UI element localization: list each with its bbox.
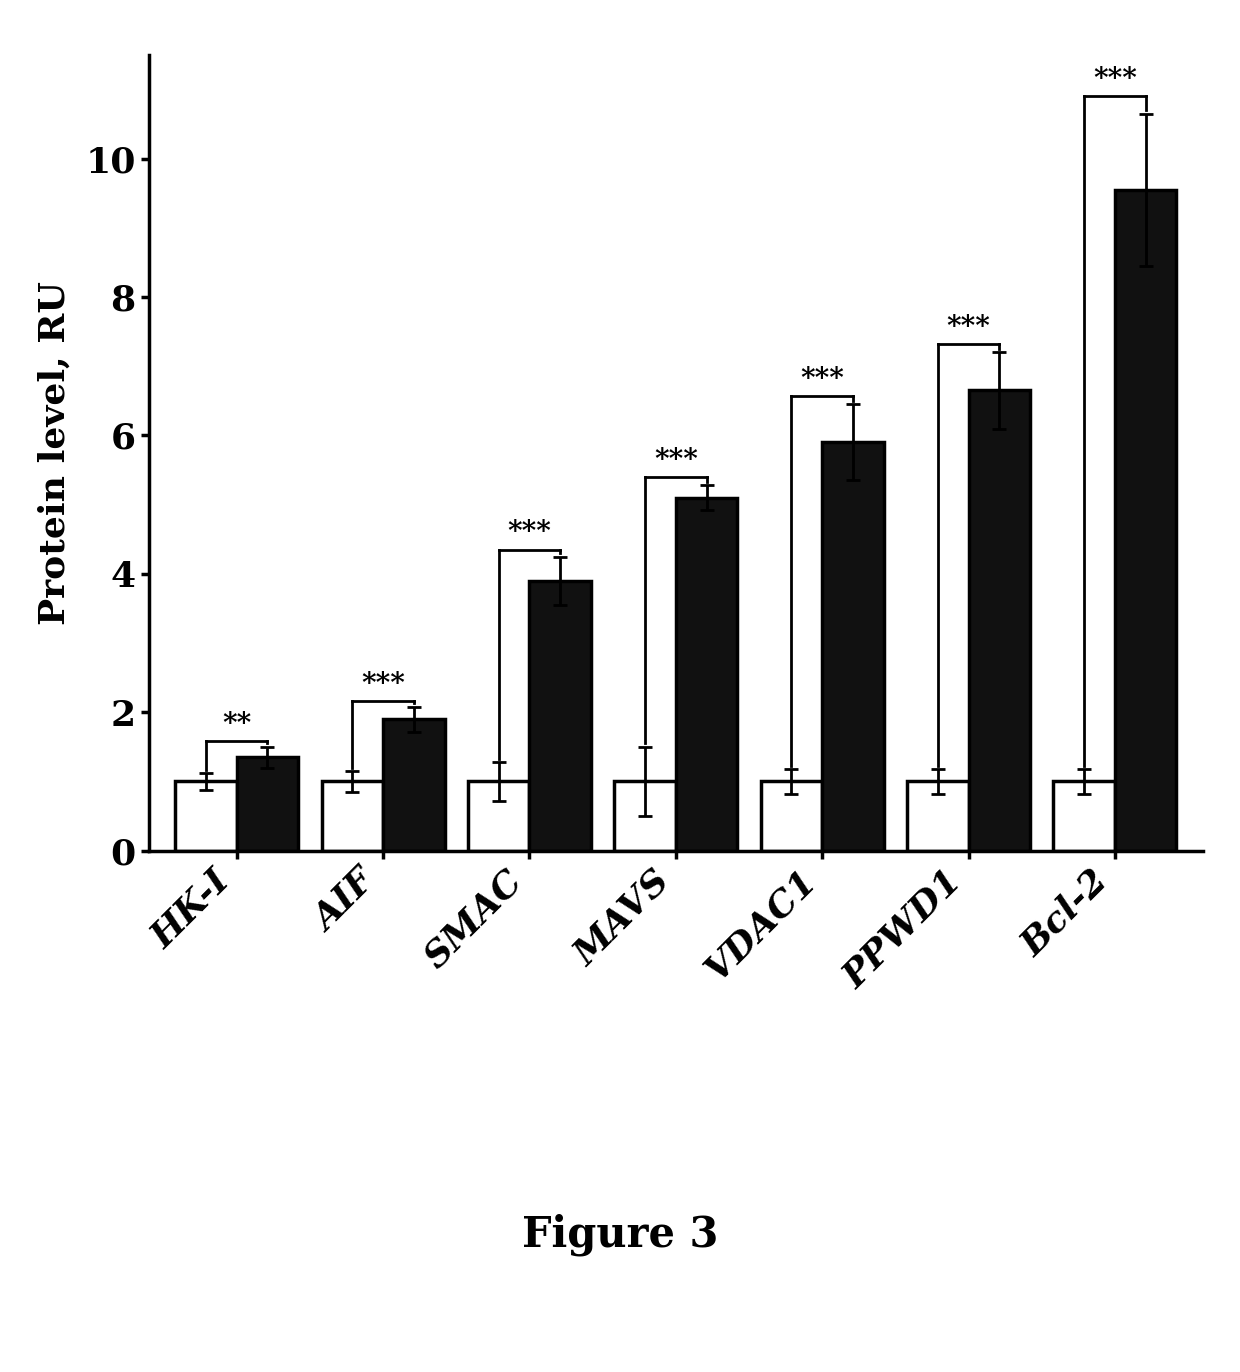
Bar <box>237 757 298 851</box>
Text: ***: *** <box>1092 66 1137 93</box>
Text: ***: *** <box>361 671 405 698</box>
Text: Figure 3: Figure 3 <box>522 1214 718 1255</box>
Bar <box>1115 189 1177 851</box>
Bar <box>908 782 968 851</box>
Text: **: ** <box>222 711 252 738</box>
Bar <box>968 391 1030 851</box>
Text: ***: *** <box>800 365 844 392</box>
Bar <box>383 719 444 851</box>
Bar <box>321 782 383 851</box>
Bar <box>467 782 529 851</box>
Text: ***: *** <box>507 519 552 546</box>
Bar <box>822 442 884 851</box>
Bar <box>1054 782 1115 851</box>
Bar <box>760 782 822 851</box>
Text: ***: *** <box>946 314 991 340</box>
Bar <box>175 782 237 851</box>
Text: ***: *** <box>653 446 698 473</box>
Y-axis label: Protein level, RU: Protein level, RU <box>37 281 71 624</box>
Bar <box>614 782 676 851</box>
Bar <box>529 580 591 851</box>
Bar <box>676 498 738 851</box>
